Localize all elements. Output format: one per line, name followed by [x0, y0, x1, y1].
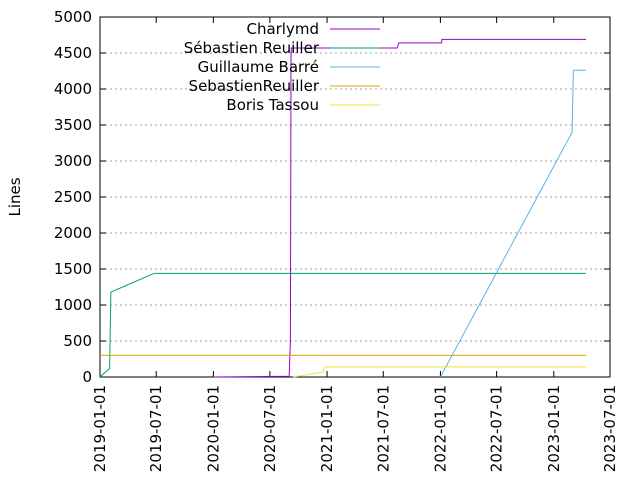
y-tick-label: 1500: [54, 260, 92, 278]
y-tick-label: 2500: [54, 188, 92, 206]
legend-label: Guillaume Barré: [198, 58, 319, 76]
y-tick-label: 0: [82, 368, 92, 386]
series-line-2: [439, 69, 587, 378]
series-line-4: [293, 366, 587, 378]
y-tick-label: 4500: [54, 44, 92, 62]
x-tick-label: 2023-07-01: [601, 385, 619, 472]
x-tick-label: 2022-07-01: [488, 385, 506, 472]
y-tick-label: 3000: [54, 152, 92, 170]
x-tick-label: 2022-01-01: [431, 385, 449, 472]
x-tick-label: 2023-01-01: [545, 385, 563, 472]
x-tick-label: 2019-01-01: [91, 385, 109, 472]
series-layer: [99, 38, 587, 378]
legend-label: Sébastien Reuiller: [184, 39, 320, 57]
grid-layer: [100, 52, 610, 342]
legend-label: SebastienReuiller: [189, 77, 320, 95]
y-axis-title: Lines: [6, 177, 24, 216]
axis-layer: 0 500 1000 1500 2000 2500 3000 3500 4000 4500 5000…: [54, 8, 619, 472]
y-tick-label: 1000: [54, 296, 92, 314]
x-tick-label: 2020-01-01: [204, 385, 222, 472]
y-tick-label: 2000: [54, 224, 92, 242]
x-tick-label: 2021-01-01: [318, 385, 336, 472]
y-tick-label: 5000: [54, 8, 92, 26]
y-tick-label: 4000: [54, 80, 92, 98]
legend-label: Charlymd: [246, 20, 319, 38]
x-tick-label: 2021-07-01: [374, 385, 392, 472]
y-tick-label: 500: [63, 332, 92, 350]
x-tick-label: 2019-07-01: [147, 385, 165, 472]
series-line-1: [99, 272, 587, 378]
y-tick-label: 3500: [54, 116, 92, 134]
legend-label: Boris Tassou: [226, 96, 319, 114]
x-tick-label: 2020-07-01: [261, 385, 279, 472]
